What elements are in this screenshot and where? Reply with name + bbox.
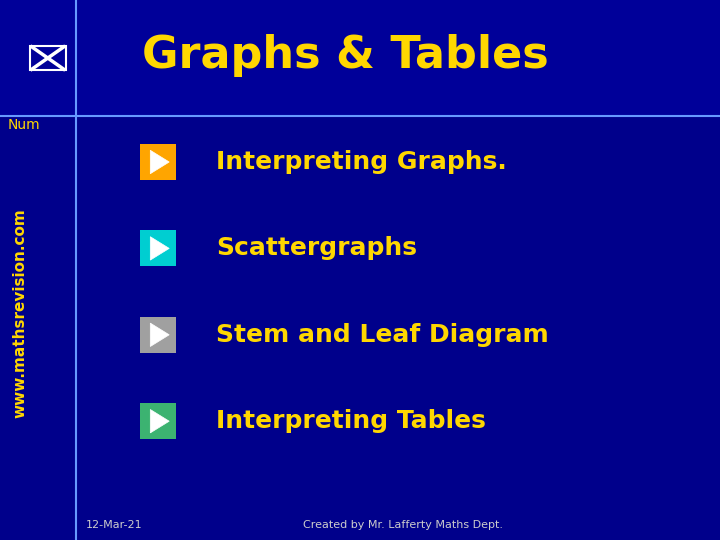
Text: www.mathsrevision.com: www.mathsrevision.com	[13, 208, 27, 418]
Text: Graphs & Tables: Graphs & Tables	[143, 34, 549, 77]
Text: Created by Mr. Lafferty Maths Dept.: Created by Mr. Lafferty Maths Dept.	[303, 520, 503, 530]
Text: 12-Mar-21: 12-Mar-21	[86, 520, 143, 530]
Polygon shape	[150, 237, 169, 260]
Polygon shape	[150, 150, 169, 174]
Polygon shape	[150, 323, 169, 347]
Bar	[140, 317, 176, 353]
Bar	[140, 403, 176, 439]
Bar	[140, 144, 176, 180]
Text: Scattergraphs: Scattergraphs	[216, 237, 417, 260]
Polygon shape	[150, 409, 169, 433]
Text: Interpreting Graphs.: Interpreting Graphs.	[216, 150, 507, 174]
Text: Interpreting Tables: Interpreting Tables	[216, 409, 486, 433]
Bar	[0, 0, 720, 116]
Bar	[140, 231, 176, 266]
Text: Stem and Leaf Diagram: Stem and Leaf Diagram	[216, 323, 549, 347]
Bar	[30, 46, 66, 70]
Text: Num: Num	[8, 118, 40, 132]
